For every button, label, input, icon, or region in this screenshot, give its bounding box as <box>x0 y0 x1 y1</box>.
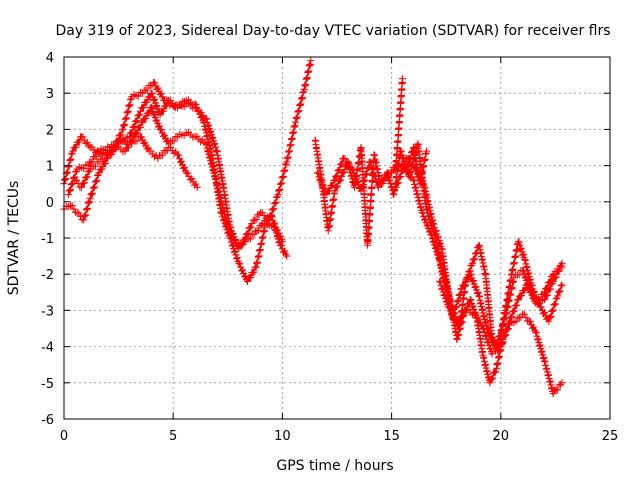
grid-lines <box>64 57 610 419</box>
x-tick-label: 5 <box>169 429 177 444</box>
series-trace-10 <box>436 263 566 358</box>
series-trace-6 <box>313 75 407 199</box>
chart-title: Day 319 of 2023, Sidereal Day-to-day VTE… <box>55 23 610 39</box>
y-axis-label: SDTVAR / TECUs <box>6 181 22 296</box>
marker-trail <box>71 104 291 260</box>
x-tick-label: 20 <box>493 429 510 444</box>
y-tick-label: -5 <box>41 377 54 392</box>
y-tick-label: -4 <box>41 341 54 356</box>
y-tick-label: -6 <box>41 413 54 428</box>
marker-trail <box>313 75 407 199</box>
x-tick-label: 10 <box>274 429 291 444</box>
y-tick-label: 3 <box>46 87 54 102</box>
y-tick-label: 1 <box>46 160 54 175</box>
marker-trail <box>436 263 566 358</box>
y-tick-label: 4 <box>46 51 54 66</box>
y-tick-label: -2 <box>41 268 54 283</box>
x-tick-label: 25 <box>602 429 619 444</box>
x-tick-label: 0 <box>60 429 68 444</box>
x-tick-label: 15 <box>383 429 400 444</box>
x-axis-label: GPS time / hours <box>276 458 393 474</box>
y-tick-label: 0 <box>46 196 54 211</box>
series-trace-4 <box>71 104 291 260</box>
data-points <box>60 57 566 398</box>
y-tick-label: 2 <box>46 123 54 138</box>
axis-ticks: 0 5 10 15 20 25 -6 -5 -4 -3 -2 -1 0 1 2 3 4 <box>41 51 618 444</box>
y-tick-label: -1 <box>41 232 54 247</box>
y-tick-label: -3 <box>41 304 54 319</box>
